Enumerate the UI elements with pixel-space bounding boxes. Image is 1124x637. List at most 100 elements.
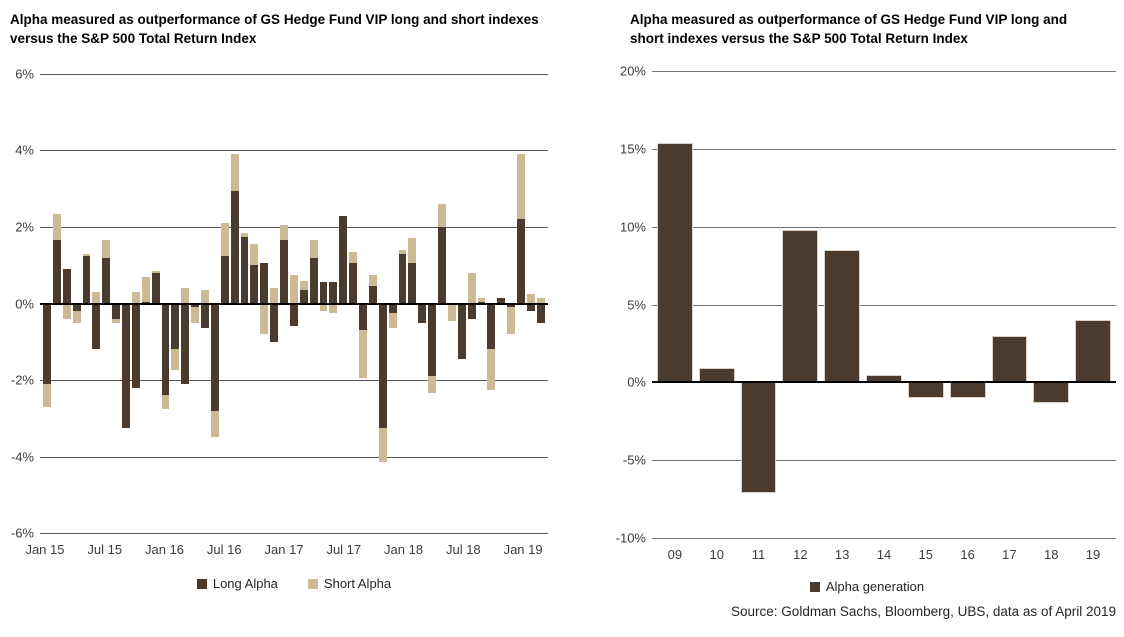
bar-segment — [907, 382, 944, 398]
x-tick-label: Jan 15 — [25, 542, 65, 557]
bar-segment — [141, 276, 150, 302]
bar-segment — [740, 382, 777, 493]
gridline — [652, 538, 1116, 539]
left-plot-area — [40, 74, 548, 534]
bar-segment — [151, 270, 160, 273]
bar-segment — [467, 272, 476, 304]
gridline — [40, 456, 548, 458]
x-tick-label: 13 — [834, 547, 850, 562]
bar-jun-16 — [210, 74, 219, 533]
bars-layer — [654, 71, 1114, 538]
bar-segment — [497, 297, 506, 304]
bar-segment — [782, 229, 819, 383]
x-tick-label: 10 — [709, 547, 724, 562]
bar-segment — [309, 240, 318, 258]
x-tick-label: Jul 18 — [445, 542, 481, 557]
bar-oct-15 — [131, 74, 140, 533]
bar-segment — [240, 232, 249, 237]
bar-mar-17 — [299, 74, 308, 533]
x-tick-label: 19 — [1085, 547, 1101, 562]
bar-segment — [280, 225, 288, 241]
bar-jan-18 — [398, 74, 407, 533]
bar-segment — [220, 223, 229, 256]
bar-segment — [457, 303, 466, 359]
bar-segment — [517, 154, 525, 220]
bar-segment — [280, 240, 288, 304]
bar-segment — [72, 303, 81, 312]
y-tick-label: 5% — [627, 297, 646, 312]
y-tick-label: 4% — [15, 142, 34, 158]
bar-segment — [359, 330, 367, 379]
bar-segment — [1075, 320, 1111, 383]
y-tick-label: 20% — [619, 63, 646, 79]
bar-segment — [378, 303, 387, 428]
bar-segment — [260, 303, 269, 335]
bar-segment — [299, 290, 308, 304]
bar-segment — [438, 204, 446, 227]
bar-16 — [949, 71, 986, 538]
bar-segment — [210, 410, 219, 438]
bar-segment — [477, 297, 486, 302]
bar-segment — [349, 263, 357, 304]
right-chart-panel: Alpha measured as outperformance of GS H… — [616, 10, 1116, 619]
bar-dec-17 — [388, 74, 397, 533]
bar-segment — [428, 376, 436, 394]
bar-may-18 — [438, 74, 446, 533]
gridline — [40, 150, 548, 152]
bar-segment — [428, 303, 436, 377]
left-x-axis: Jan 15 Jul 15 Jan 16 Jul 16 Jan 17 Jul 17 Jan … — [25, 542, 548, 558]
bar-segment — [250, 265, 259, 304]
bar-segment — [131, 303, 140, 388]
y-tick-label: -6% — [10, 525, 34, 541]
gridline — [652, 226, 1116, 228]
x-tick-label: Jan 18 — [384, 542, 424, 557]
x-tick-label: 15 — [918, 547, 934, 562]
bar-segment — [339, 215, 348, 304]
bar-jul-18 — [457, 74, 466, 533]
x-tick-label: 17 — [1002, 547, 1017, 562]
x-tick-label: Jul 16 — [206, 542, 242, 557]
bar-segment — [62, 269, 71, 304]
bar-segment — [161, 395, 170, 409]
bar-segment — [43, 383, 51, 407]
bar-segment — [52, 213, 61, 241]
y-tick-label: 15% — [619, 141, 646, 157]
bar-jan-16 — [161, 74, 170, 533]
gridline — [652, 71, 1116, 72]
bar-segment — [467, 303, 476, 319]
left-chart-body: 6% 4% 2% 0% -2% -4% -6% — [10, 67, 548, 541]
bar-segment — [181, 288, 190, 304]
bar-segment — [191, 307, 199, 323]
x-tick-label: Jan 19 — [503, 542, 543, 557]
gridline — [40, 74, 548, 75]
y-tick-label: 10% — [619, 219, 646, 235]
legend-marker — [196, 578, 207, 589]
bar-segment — [131, 292, 140, 304]
right-y-axis: 20% 15% 10% 5% 0% -5% -10% — [616, 64, 652, 546]
bar-segment — [82, 253, 91, 256]
bar-segment — [240, 236, 249, 304]
bar-sep-16 — [240, 74, 249, 533]
legend-item: Long Alpha — [196, 576, 278, 591]
bar-may-17 — [319, 74, 328, 533]
bar-segment — [181, 303, 190, 384]
bar-segment — [368, 286, 377, 304]
left-legend: Long Alpha Short Alpha — [10, 576, 548, 591]
x-tick-label: 09 — [667, 547, 683, 562]
bar-jan-17 — [280, 74, 288, 533]
right-x-axis: 09 10 11 12 13 14 15 16 17 18 19 — [652, 547, 1116, 563]
x-tick-label: Jul 17 — [326, 542, 362, 557]
bar-segment — [260, 263, 269, 304]
bar-segment — [72, 311, 81, 323]
bar-segment — [408, 263, 417, 304]
bar-17 — [991, 71, 1028, 538]
legend-item: Short Alpha — [307, 576, 391, 591]
bar-nov-16 — [260, 74, 269, 533]
x-tick-label: 14 — [876, 547, 892, 562]
bar-segment — [112, 303, 120, 319]
bar-segment — [289, 274, 298, 304]
bar-jul-15 — [102, 74, 111, 533]
bar-segment — [657, 142, 693, 383]
bar-dec-18 — [507, 74, 515, 533]
bar-segment — [289, 303, 298, 327]
